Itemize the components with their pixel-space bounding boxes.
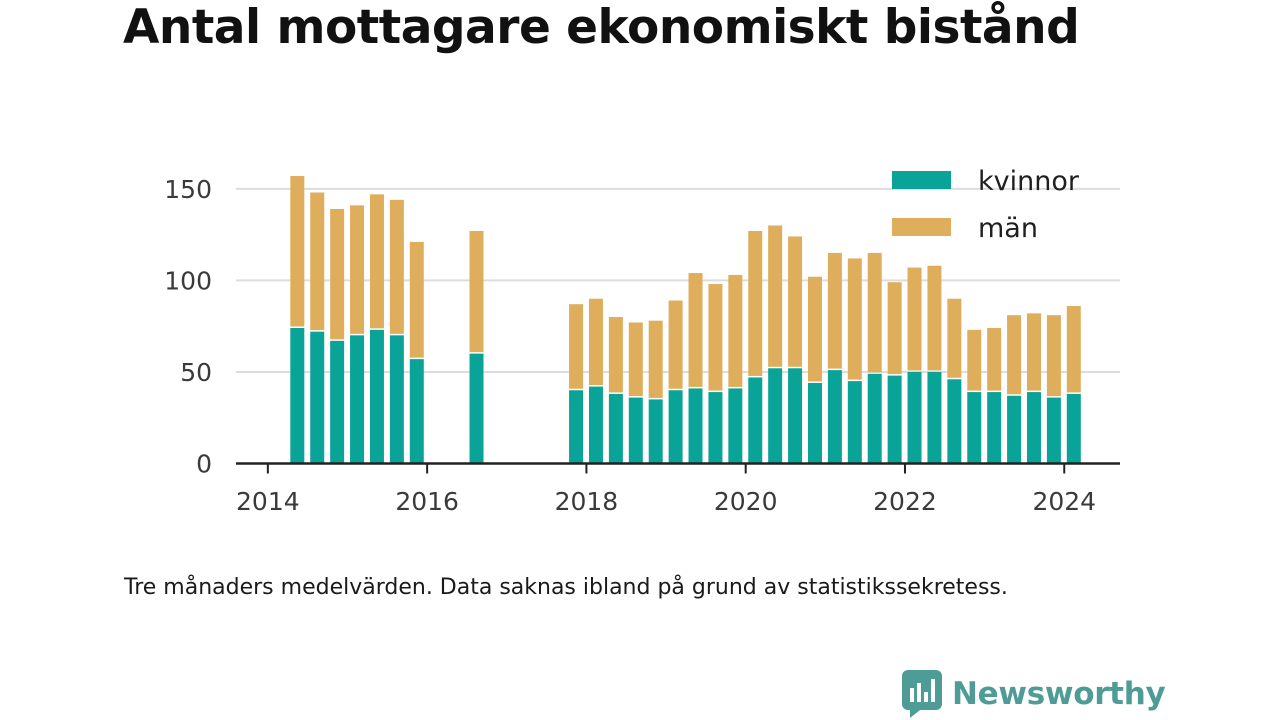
bar-man: [628, 322, 643, 397]
bar-man: [748, 230, 763, 376]
bar-man: [688, 273, 703, 387]
bar-kvinnor: [1046, 397, 1061, 464]
bar-man: [887, 282, 902, 375]
bar-kvinnor: [807, 382, 822, 464]
bar-kvinnor: [1026, 392, 1041, 464]
legend-label-man: män: [978, 213, 1038, 244]
bar-kvinnor: [588, 386, 603, 464]
bar-man: [967, 329, 982, 391]
bar-kvinnor: [648, 399, 663, 464]
bar-man: [469, 230, 484, 353]
brand[interactable]: Newsworthy: [902, 670, 1166, 718]
bar-man: [867, 252, 882, 373]
bar-kvinnor: [887, 375, 902, 464]
bar-man: [648, 320, 663, 398]
chart: 0 50 100 150 2014 2016 2018 2020 2022 2024 kvinno…: [164, 166, 1120, 516]
bar-man: [827, 252, 842, 369]
bar-man: [728, 274, 743, 387]
bar-kvinnor: [827, 370, 842, 464]
bar-man: [409, 241, 424, 358]
bar-man: [847, 258, 862, 380]
bar-man: [330, 208, 345, 340]
bar-kvinnor: [947, 379, 962, 464]
legend: kvinnor män: [892, 166, 1080, 244]
bar-man: [1066, 306, 1081, 393]
bar-man: [369, 194, 384, 329]
bar-man: [310, 192, 325, 331]
bar-kvinnor: [1066, 393, 1081, 464]
bar-kvinnor: [748, 377, 763, 464]
bar-man: [588, 298, 603, 386]
bar-kvinnor: [847, 381, 862, 464]
bar-kvinnor: [310, 331, 325, 464]
bar-kvinnor: [728, 388, 743, 464]
legend-swatch-man: [892, 218, 951, 236]
bar-man: [668, 300, 683, 389]
bar-man: [907, 267, 922, 371]
bar-kvinnor: [369, 329, 384, 464]
chart-title: Antal mottagare ekonomiskt bistånd: [123, 0, 1080, 55]
bar-kvinnor: [788, 368, 803, 464]
bar-kvinnor: [668, 390, 683, 464]
bar-man: [788, 236, 803, 367]
bar-kvinnor: [867, 373, 882, 464]
y-tick-label: 50: [180, 358, 212, 387]
x-tick-label: 2016: [395, 487, 459, 516]
bar-man: [708, 284, 723, 391]
bar-man: [569, 304, 584, 389]
bars: [290, 176, 1081, 464]
x-tick-label: 2022: [873, 487, 937, 516]
bar-man: [947, 298, 962, 378]
y-tick-label: 0: [196, 450, 212, 479]
footnote: Tre månaders medelvärden. Data saknas ib…: [124, 575, 1008, 600]
legend-swatch-kvinnor: [892, 171, 951, 189]
x-tick-label: 2014: [236, 487, 300, 516]
axes: 0 50 100 150 2014 2016 2018 2020 2022 2024: [164, 175, 1120, 516]
x-tick-label: 2024: [1032, 487, 1096, 516]
legend-label-kvinnor: kvinnor: [978, 166, 1080, 197]
bar-man: [389, 199, 404, 334]
bar-kvinnor: [409, 359, 424, 464]
bar-man: [350, 205, 365, 334]
bar-kvinnor: [967, 392, 982, 464]
bar-kvinnor: [987, 392, 1002, 464]
bar-man: [987, 328, 1002, 391]
y-tick-label: 150: [164, 175, 212, 204]
brand-name: Newsworthy: [952, 676, 1166, 712]
bar-kvinnor: [688, 388, 703, 464]
bar-kvinnor: [569, 390, 584, 464]
newsworthy-logo-icon: [902, 670, 942, 718]
bar-kvinnor: [768, 368, 783, 464]
bar-kvinnor: [608, 393, 623, 464]
x-tick-label: 2020: [714, 487, 778, 516]
bar-kvinnor: [628, 397, 643, 464]
bar-kvinnor: [927, 371, 942, 464]
bar-man: [1007, 315, 1022, 395]
bar-kvinnor: [389, 335, 404, 464]
bar-man: [1046, 315, 1061, 397]
bar-man: [927, 265, 942, 371]
x-tick-label: 2018: [555, 487, 619, 516]
bar-man: [290, 176, 305, 327]
bar-man: [1026, 313, 1041, 391]
bar-kvinnor: [290, 328, 305, 464]
bar-kvinnor: [708, 392, 723, 464]
bar-kvinnor: [1007, 395, 1022, 464]
bar-man: [807, 276, 822, 382]
y-tick-label: 100: [164, 266, 212, 295]
bar-kvinnor: [330, 340, 345, 464]
bar-man: [608, 317, 623, 393]
bar-kvinnor: [469, 353, 484, 464]
bar-man: [768, 225, 783, 367]
bar-kvinnor: [907, 371, 922, 464]
bar-kvinnor: [350, 335, 365, 464]
